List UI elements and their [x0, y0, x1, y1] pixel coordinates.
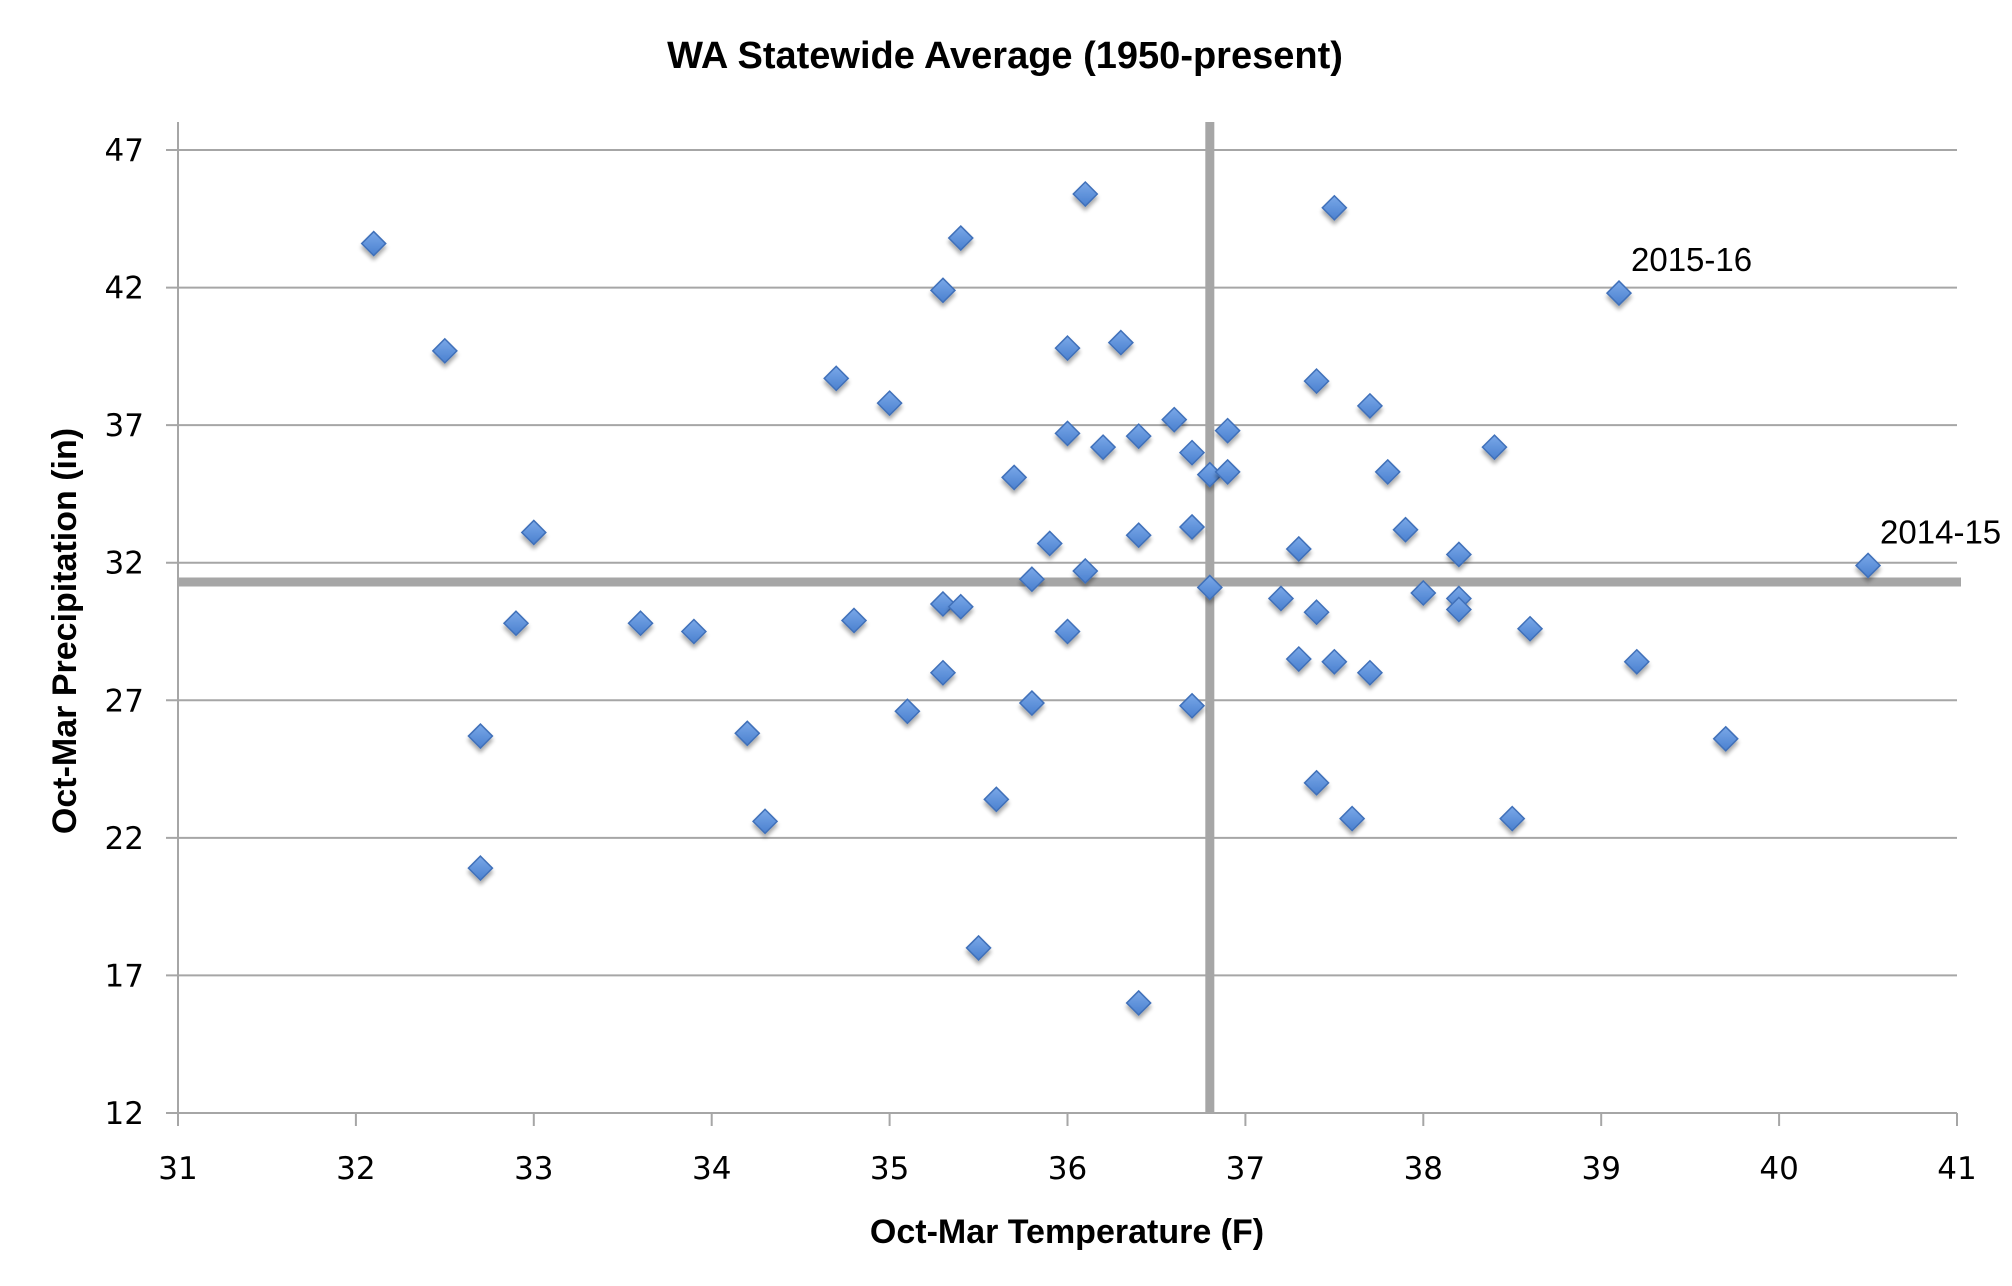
- data-point: [1392, 516, 1419, 543]
- data-point: [1018, 689, 1045, 717]
- data-point: [1125, 989, 1152, 1017]
- y-tick-label: 12: [105, 1096, 144, 1132]
- data-point: [467, 855, 494, 882]
- data-point: [431, 337, 458, 364]
- data-point: [876, 390, 903, 417]
- annotation-label: 2014-15: [1880, 513, 2001, 550]
- data-point: [1356, 392, 1383, 419]
- data-point: [1712, 725, 1739, 752]
- data-point: [1054, 618, 1081, 645]
- data-point: [1499, 805, 1526, 832]
- data-point: [1303, 599, 1330, 626]
- data-point: [1125, 423, 1152, 450]
- data-point: [520, 519, 547, 546]
- data-point: [929, 659, 957, 686]
- reference-lines: [178, 122, 1961, 1113]
- x-tick-label: 39: [1581, 1151, 1620, 1187]
- data-point: [894, 698, 921, 725]
- data-point: [1161, 406, 1188, 433]
- x-tick-label: 34: [692, 1151, 731, 1187]
- data-point: [1196, 574, 1223, 601]
- data-point: [1072, 557, 1099, 585]
- data-point: [1125, 522, 1152, 549]
- data-point: [1303, 368, 1330, 395]
- data-point: [823, 365, 850, 392]
- y-tick-label: 42: [105, 271, 144, 307]
- y-tick-label: 22: [105, 821, 144, 857]
- data-point: [502, 610, 530, 637]
- data-point: [1018, 566, 1045, 593]
- x-tick-label: 41: [1937, 1151, 1976, 1187]
- data-point: [1285, 535, 1312, 563]
- y-tick-label: 27: [105, 683, 144, 719]
- data-point: [1303, 769, 1330, 796]
- data-point: [1107, 329, 1134, 356]
- x-tick-label: 33: [514, 1151, 553, 1187]
- data-point: [840, 607, 868, 634]
- data-point: [1214, 417, 1241, 444]
- y-tick-label: 37: [105, 408, 144, 444]
- data-point: [1054, 335, 1081, 362]
- data-point: [983, 786, 1010, 813]
- y-axis-title: Oct-Mar Precipitation (in): [46, 428, 84, 834]
- x-tick-label: 38: [1404, 1151, 1443, 1187]
- data-point: [1410, 579, 1437, 607]
- data-point: [1321, 648, 1348, 675]
- axes: [177, 122, 1958, 1126]
- chart-title: WA Statewide Average (1950-present): [667, 35, 1343, 77]
- data-point: [752, 808, 779, 835]
- data-point: [1054, 420, 1081, 447]
- data-point: [1605, 280, 1633, 307]
- data-point: [947, 593, 974, 620]
- data-point: [627, 610, 654, 637]
- data-point: [1072, 180, 1099, 208]
- data-point: [1178, 692, 1206, 719]
- x-tick-label: 31: [158, 1151, 197, 1187]
- y-tick-label: 17: [105, 958, 144, 994]
- data-point: [1623, 648, 1650, 675]
- data-point: [1374, 458, 1401, 485]
- y-tick-labels: 12 17 22 27 32 37 42 47: [105, 133, 144, 1132]
- data-point: [360, 230, 387, 257]
- y-tick-label: 47: [105, 133, 144, 169]
- data-point: [1339, 805, 1366, 832]
- data-point: [1267, 585, 1295, 612]
- gridlines: [166, 149, 1957, 1114]
- data-point: [680, 618, 707, 645]
- x-tick-label: 36: [1048, 1151, 1087, 1187]
- annotations: 2015-16 2014-15: [1631, 241, 2001, 550]
- data-point: [1001, 464, 1028, 491]
- data-point: [1321, 194, 1348, 221]
- data-point: [929, 277, 957, 304]
- data-point: [1036, 530, 1063, 557]
- data-point: [1516, 615, 1544, 642]
- data-point: [1445, 541, 1472, 568]
- data-point: [1854, 552, 1882, 579]
- data-point: [734, 720, 761, 747]
- x-tick-label: 32: [336, 1151, 375, 1187]
- x-axis-title: Oct-Mar Temperature (F): [870, 1213, 1264, 1251]
- data-point: [929, 590, 957, 618]
- data-point: [1090, 434, 1117, 461]
- data-point: [1481, 434, 1508, 461]
- data-point: [1178, 513, 1206, 541]
- data-point: [1178, 439, 1206, 466]
- data-point: [1356, 659, 1383, 686]
- data-point: [947, 224, 974, 252]
- data-point: [1214, 458, 1241, 485]
- y-tick-label: 32: [105, 546, 144, 582]
- annotation-label: 2015-16: [1631, 241, 1752, 278]
- x-tick-label: 37: [1226, 1151, 1265, 1187]
- data-point: [467, 722, 494, 750]
- x-tick-label: 40: [1759, 1151, 1798, 1187]
- data-point: [1285, 645, 1312, 673]
- data-point: [965, 934, 992, 961]
- data-points: [360, 180, 1882, 1017]
- x-tick-label: 35: [870, 1151, 909, 1187]
- data-point: [1445, 596, 1472, 623]
- x-tick-labels: 31 32 33 34 35 36 37 38 39 40 41: [158, 1151, 1976, 1187]
